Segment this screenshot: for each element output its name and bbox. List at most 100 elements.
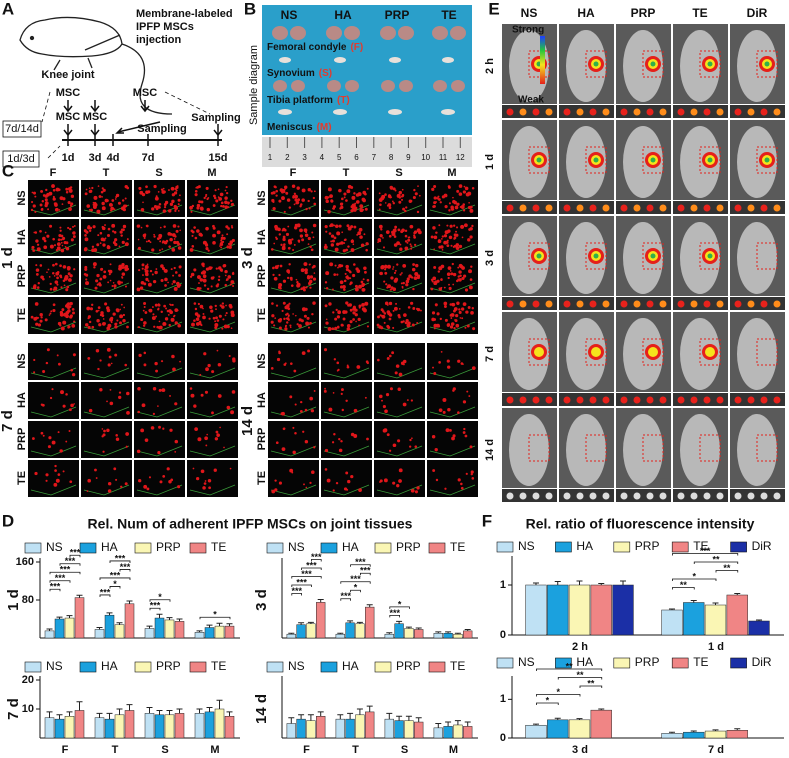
- cell-signal: [439, 201, 442, 204]
- cell-signal: [147, 282, 152, 287]
- bar: [154, 714, 165, 739]
- cell-signal: [33, 358, 36, 362]
- x-tick-label: M: [449, 744, 458, 756]
- cell-signal: [387, 203, 392, 207]
- cell-signal: [48, 276, 51, 278]
- significance: ***: [301, 569, 312, 579]
- legend-label: DiR: [752, 539, 772, 553]
- tissue-signal: [734, 300, 742, 308]
- cell-signal: [173, 266, 176, 270]
- ruler-number: 1: [268, 153, 273, 162]
- cell-signal: [193, 226, 196, 229]
- cell-signal: [431, 311, 436, 315]
- cell-signal: [86, 306, 91, 311]
- cell-signal: [137, 410, 140, 414]
- cell-signal: [194, 189, 198, 193]
- cell-signal: [341, 231, 344, 234]
- cell-signal: [99, 231, 103, 235]
- sig-bracket: [291, 576, 322, 579]
- cell-signal: [271, 489, 276, 494]
- cell-signal: [282, 279, 287, 283]
- bar: [296, 624, 306, 639]
- cell-signal: [175, 185, 179, 190]
- day-label: 4d: [107, 152, 120, 164]
- image-axis: [270, 406, 317, 418]
- cell-signal: [202, 274, 207, 279]
- bar: [568, 719, 591, 739]
- cell-signal: [227, 206, 230, 209]
- cell-signal: [309, 481, 312, 485]
- cell-signal: [282, 245, 286, 249]
- cell-signal: [110, 362, 113, 365]
- cell-signal: [437, 325, 441, 328]
- cell-signal: [205, 226, 209, 231]
- cell-signal: [114, 198, 117, 200]
- group-label: TE: [16, 308, 28, 322]
- bar: [726, 730, 748, 739]
- cell-signal: [397, 387, 401, 391]
- ruler-number: 5: [337, 153, 342, 162]
- cell-signal: [399, 243, 402, 246]
- cell-signal: [220, 204, 223, 208]
- tissue-name: Meniscus: [267, 122, 313, 133]
- cell-signal: [179, 360, 181, 363]
- cell-signal: [361, 302, 365, 307]
- signal-core: [593, 253, 599, 259]
- x-tick-label: S: [161, 744, 168, 756]
- tissue-signal: [589, 492, 597, 500]
- image-axis: [270, 204, 317, 216]
- legend-label: HA: [576, 539, 593, 553]
- cell-signal: [97, 185, 100, 187]
- cell-signal: [471, 366, 476, 370]
- cell-signal: [313, 272, 316, 274]
- tissue-signal: [589, 396, 597, 404]
- panel-title: Rel. ratio of fluorescence intensity: [526, 516, 755, 532]
- significance: ***: [70, 548, 81, 558]
- cell-signal: [288, 206, 292, 209]
- cell-signal: [449, 428, 452, 432]
- cell-signal: [442, 398, 447, 403]
- tissue-signal: [545, 300, 553, 308]
- cell-signal: [340, 440, 343, 443]
- cell-signal: [313, 202, 317, 206]
- cell-signal: [88, 320, 92, 324]
- tissue-strip: [559, 489, 614, 502]
- legend-swatch: [79, 542, 97, 554]
- cell-signal: [278, 233, 282, 236]
- signal-core: [536, 253, 542, 259]
- cell-signal: [400, 282, 403, 285]
- legend-swatch: [671, 541, 689, 553]
- cell-signal: [406, 399, 409, 401]
- cell-signal: [432, 226, 436, 230]
- cell-signal: [326, 478, 331, 483]
- error-bar: [435, 723, 442, 728]
- cell-signal: [115, 193, 120, 198]
- cell-signal: [294, 403, 297, 406]
- group-label: TE: [256, 471, 268, 485]
- cell-signal: [97, 306, 101, 309]
- roi-box: [528, 434, 550, 462]
- cell-signal: [380, 197, 384, 201]
- cell-signal: [446, 359, 450, 363]
- cell-signal: [398, 468, 403, 473]
- cell-signal: [126, 391, 130, 396]
- cell-signal: [333, 433, 336, 436]
- cell-signal: [119, 321, 122, 325]
- sig-bracket: [350, 564, 371, 567]
- cell-signal: [389, 387, 393, 391]
- cell-signal: [158, 425, 161, 429]
- tissue-signal: [589, 300, 597, 308]
- tissue-samples: [272, 26, 466, 92]
- cell-signal: [109, 263, 112, 266]
- significance: **: [566, 661, 574, 671]
- significance: ***: [115, 553, 126, 563]
- cell-signal: [409, 224, 414, 229]
- bar: [547, 719, 569, 739]
- panel-title: Rel. Num of adherent IPFP MSCs on joint …: [88, 516, 413, 532]
- tissue-signal: [620, 300, 628, 308]
- error-bar: [126, 704, 133, 711]
- cell-signal: [139, 286, 144, 290]
- cell-signal: [353, 408, 358, 413]
- cell-signal: [308, 279, 313, 284]
- cell-signal: [68, 207, 72, 212]
